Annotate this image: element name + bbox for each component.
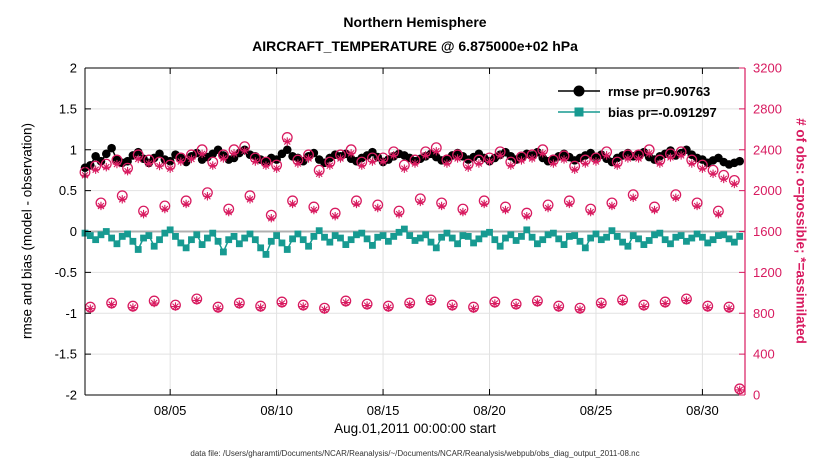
legend-item-rmse: rmse pr=0.90763 bbox=[556, 82, 717, 100]
svg-text:2400: 2400 bbox=[753, 142, 782, 157]
legend-label: bias pr=-0.091297 bbox=[608, 104, 717, 120]
svg-text:-2: -2 bbox=[65, 388, 77, 403]
legend: rmse pr=0.90763 bias pr=-0.091297 bbox=[556, 82, 717, 121]
svg-text:1.5: 1.5 bbox=[59, 101, 77, 116]
svg-text:08/20: 08/20 bbox=[473, 403, 506, 418]
svg-text:2000: 2000 bbox=[753, 183, 782, 198]
svg-text:400: 400 bbox=[753, 347, 775, 362]
y-axis-label-right: # of obs: o=possible; *=assimilated bbox=[793, 118, 809, 344]
legend-label: rmse pr=0.90763 bbox=[608, 83, 711, 99]
svg-text:-1.5: -1.5 bbox=[55, 347, 77, 362]
svg-text:3200: 3200 bbox=[753, 61, 782, 76]
svg-text:08/10: 08/10 bbox=[260, 403, 293, 418]
y-axis-label-left: rmse and bias (model - observation) bbox=[19, 122, 35, 340]
svg-text:0.5: 0.5 bbox=[59, 183, 77, 198]
axes: -2 -1.5 -1 -0.5 0 0.5 1 1.5 2 0 400 800 1200 1600 2000… bbox=[55, 61, 782, 419]
svg-text:-0.5: -0.5 bbox=[55, 265, 77, 280]
svg-text:2: 2 bbox=[70, 61, 77, 76]
legend-circle-marker-icon bbox=[558, 85, 600, 97]
svg-text:2800: 2800 bbox=[753, 101, 782, 116]
series-obs-assimilated bbox=[80, 137, 744, 395]
svg-text:1200: 1200 bbox=[753, 265, 782, 280]
chart-subtitle: AIRCRAFT_TEMPERATURE @ 6.875000e+02 hPa bbox=[252, 38, 578, 54]
svg-text:1600: 1600 bbox=[753, 224, 782, 239]
x-axis-label: Aug.01,2011 00:00:00 start bbox=[334, 421, 496, 436]
chart-title: Northern Hemisphere bbox=[343, 14, 487, 30]
svg-text:1: 1 bbox=[70, 142, 77, 157]
svg-text:08/15: 08/15 bbox=[367, 403, 400, 418]
svg-text:0: 0 bbox=[753, 388, 760, 403]
svg-text:800: 800 bbox=[753, 306, 775, 321]
data-file-caption: data file: /Users/gharamti/Documents/NCA… bbox=[190, 449, 640, 458]
svg-text:0: 0 bbox=[70, 224, 77, 239]
svg-text:08/25: 08/25 bbox=[580, 403, 613, 418]
legend-square-marker-icon bbox=[558, 107, 600, 117]
legend-item-bias: bias pr=-0.091297 bbox=[556, 103, 717, 121]
svg-text:08/30: 08/30 bbox=[686, 403, 719, 418]
svg-text:08/05: 08/05 bbox=[154, 403, 187, 418]
series-bias bbox=[81, 225, 744, 258]
svg-text:-1: -1 bbox=[65, 306, 77, 321]
